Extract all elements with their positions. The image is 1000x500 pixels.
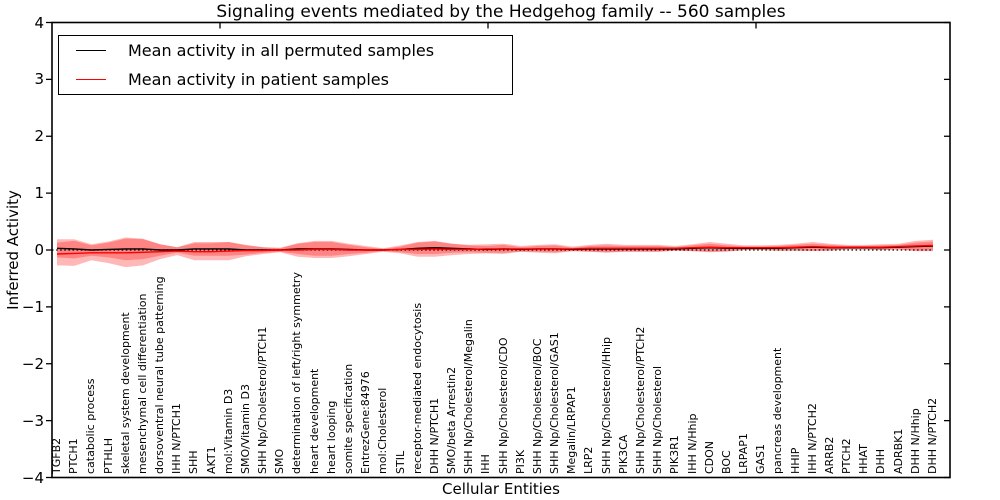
legend-label-patient: Mean activity in patient samples <box>128 69 389 89</box>
legend-label-permuted: Mean activity in all permuted samples <box>128 41 435 61</box>
x-category-label: SHH Np/Cholesterol/PTCH2 <box>634 326 647 474</box>
x-category-label: LRPAP1 <box>737 433 751 474</box>
x-category-label: DHH N/PTCH2 <box>926 397 939 474</box>
x-category-label: receptor-mediated endocytosis <box>410 302 424 474</box>
y-tick-label: 2 <box>34 127 44 146</box>
x-category-label: PTCH1 <box>67 438 81 474</box>
x-category-label: DHH <box>874 448 888 474</box>
y-tick-label: 4 <box>34 13 44 32</box>
x-category-label: SMO/beta Arrestin2 <box>445 366 459 474</box>
x-category-label: SHH Np/Cholesterol/Hhip <box>599 336 613 474</box>
x-category-label: mesenchymal cell differentiation <box>135 293 149 474</box>
x-category-label: AKT1 <box>204 446 218 474</box>
x-category-label: catabolic process <box>84 378 98 474</box>
legend: Mean activity in all permuted samples Me… <box>58 35 513 95</box>
permuted-line-swatch <box>76 50 106 52</box>
x-category-label: HHAT <box>857 444 871 474</box>
y-tick-label: 3 <box>34 70 44 89</box>
x-category-label: skeletal system development <box>118 312 132 474</box>
x-category-label: ARRB2 <box>822 436 836 474</box>
x-category-label: SHH Np/Cholesterol/GAS1 <box>548 332 562 474</box>
x-category-label: heart development <box>307 368 321 474</box>
x-category-label: BOC <box>719 450 733 474</box>
x-category-label: DHH N/PTCH1 <box>427 397 441 474</box>
y-tick-label: −3 <box>21 411 44 430</box>
legend-entry-patient: Mean activity in patient samples <box>59 65 512 93</box>
x-category-label: TGFB2 <box>50 437 63 474</box>
x-category-label: SHH Np/Cholesterol/Megalin <box>462 319 476 474</box>
x-category-label: PIK3CA <box>616 434 630 474</box>
chart-title: Signaling events mediated by the Hedgeho… <box>216 2 786 22</box>
x-category-label: PTHLH <box>101 437 115 474</box>
patient-mean-line <box>56 244 934 255</box>
x-category-label: IHH N/PTCH2 <box>805 403 819 474</box>
x-category-label: DHH N/Hhip <box>908 408 922 474</box>
x-category-label: SMO/Vitamin D3 <box>238 384 252 474</box>
x-category-label: PIK3R1 <box>668 435 682 474</box>
y-tick-label: −2 <box>21 354 44 373</box>
x-category-label: heart looping <box>324 400 338 474</box>
x-category-label: HHIP <box>788 447 802 474</box>
x-category-label: PI3K <box>513 449 527 474</box>
patient-line-swatch <box>76 78 106 80</box>
x-axis-label: Cellular Entities <box>442 480 560 498</box>
y-tick-label: 0 <box>34 241 44 259</box>
x-category-label: mol:Cholesterol <box>376 387 390 474</box>
x-category-label: SHH Np/Cholesterol <box>651 365 665 474</box>
x-category-label: GAS1 <box>754 443 768 474</box>
x-category-label: EntrezGene:84976 <box>359 371 373 474</box>
patient-band <box>57 238 933 268</box>
x-category-label: IHH N/PTCH1 <box>170 403 184 474</box>
x-category-label: SHH <box>187 450 201 474</box>
y-tick-label: −4 <box>21 468 44 487</box>
y-tick-label: 1 <box>34 184 44 203</box>
x-category-label: SMO <box>273 448 287 474</box>
legend-entry-permuted: Mean activity in all permuted samples <box>59 37 512 65</box>
x-category-label: ADRBK1 <box>891 428 905 474</box>
x-category-label: IHH N/Hhip <box>685 413 699 475</box>
x-category-label: SHH Np/Cholesterol/PTCH1 <box>256 326 270 474</box>
x-category-label: mol:Vitamin D3 <box>221 388 235 474</box>
x-category-label: dorsoventral neural tube patterning <box>153 276 167 474</box>
y-tick-label: −1 <box>21 297 44 316</box>
x-category-label: determination of left/right symmetry <box>290 272 304 474</box>
x-category-label: pancreas development <box>771 347 785 474</box>
x-category-label: LRP2 <box>582 446 596 474</box>
x-category-label: SHH Np/Cholesterol/CDO <box>496 337 510 474</box>
x-category-label: STIL <box>393 450 407 474</box>
x-category-label: SHH Np/Cholesterol/BOC <box>530 338 544 474</box>
x-category-label: CDON <box>702 440 716 474</box>
x-category-label: somite specification <box>342 363 355 474</box>
x-category-label: Megalin/LRPAP1 <box>565 386 579 474</box>
x-category-label: IHH <box>479 454 493 474</box>
x-category-label: PTCH2 <box>840 438 854 474</box>
